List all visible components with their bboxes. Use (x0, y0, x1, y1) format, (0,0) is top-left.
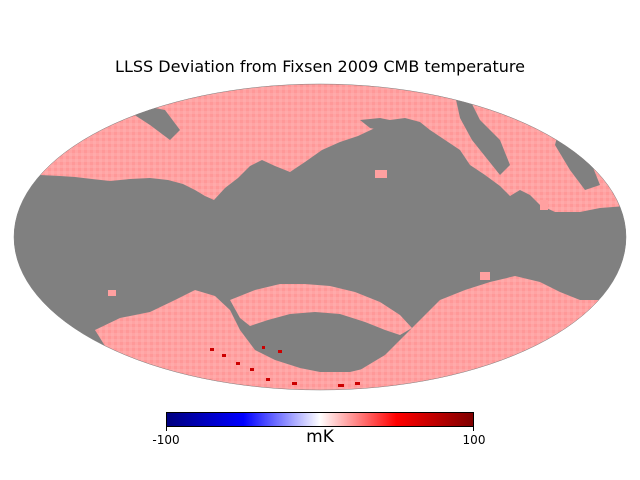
map-title: LLSS Deviation from Fixsen 2009 CMB temp… (115, 57, 525, 76)
patch (108, 290, 116, 296)
patch (375, 170, 387, 178)
patch (540, 200, 548, 210)
colorbar-unit-label: mK (306, 427, 334, 447)
north-gap-left (130, 105, 180, 140)
colorbar (166, 412, 474, 427)
north-gap-right-band (455, 95, 510, 175)
colorbar-min-label: -100 (152, 433, 180, 447)
colorbar-tick-max (473, 427, 474, 431)
north-gap-upper (360, 118, 420, 138)
patch (480, 272, 490, 280)
colorbar-max-label: 100 (462, 433, 486, 447)
colorbar-tick-min (166, 427, 167, 431)
south-observed-arc (230, 284, 412, 335)
hot-pixels (210, 346, 360, 387)
